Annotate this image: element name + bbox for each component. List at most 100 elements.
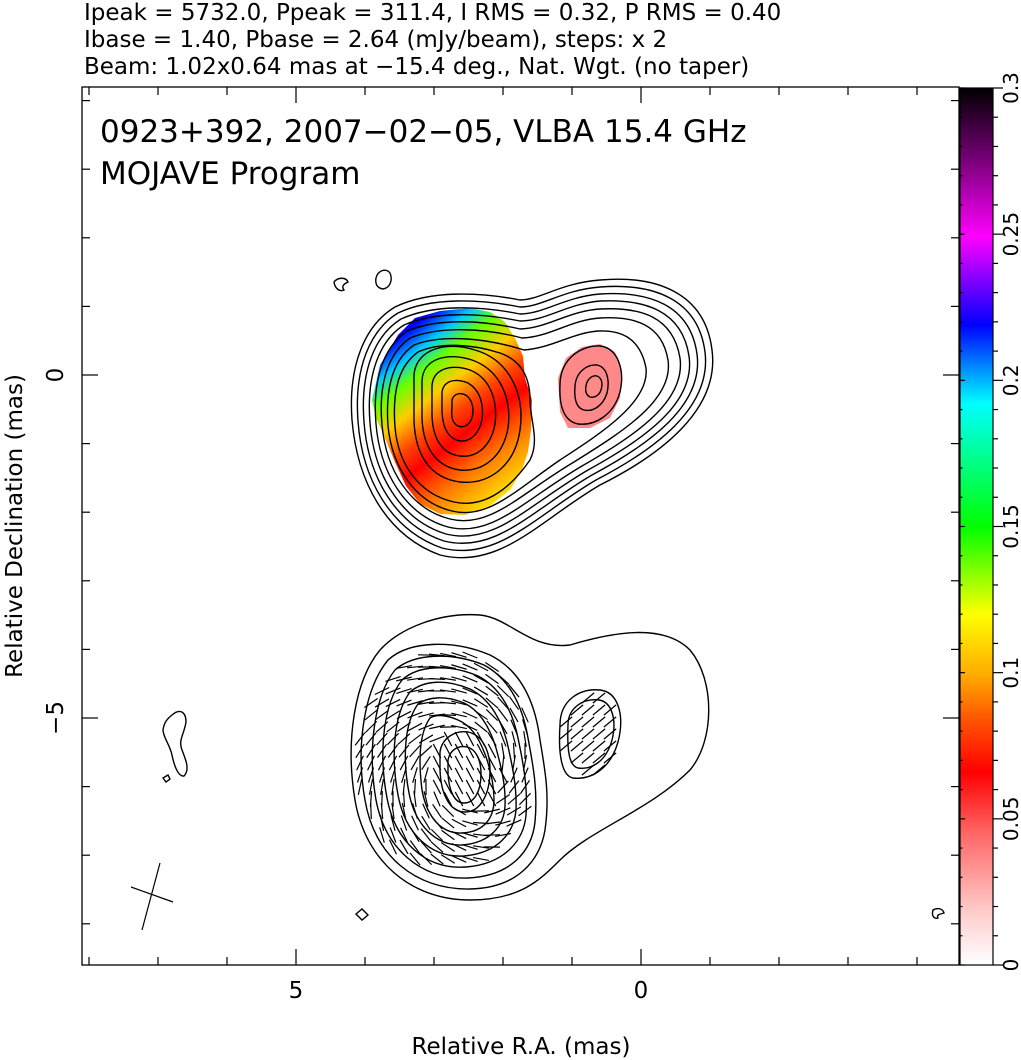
evpa-vector	[367, 767, 375, 783]
evpa-vector	[419, 745, 433, 757]
evpa-vector	[451, 664, 467, 670]
evpa-vector	[512, 742, 516, 760]
evpa-vector	[412, 803, 418, 819]
evpa-vector	[408, 733, 422, 745]
evpa-vector	[603, 752, 617, 764]
evpa-vector	[441, 842, 455, 852]
evpa-vector	[400, 827, 408, 843]
evpa-vector	[385, 687, 401, 695]
evpa-vector	[409, 840, 421, 854]
evpa-vector	[451, 676, 467, 682]
evpa-vector	[396, 664, 412, 670]
evpa-vector	[487, 731, 497, 747]
annotation-title: 0923+392, 2007−02−05, VLBA 15.4 GHz	[100, 114, 746, 150]
evpa-vector	[497, 696, 509, 710]
evpa-vector	[495, 832, 511, 838]
evpa-vector	[374, 698, 390, 708]
evpa-vector	[430, 853, 444, 865]
evpa-vector	[367, 755, 375, 771]
evpa-vector	[592, 740, 606, 752]
evpa-vector	[570, 752, 584, 764]
evpa-vector	[462, 687, 478, 695]
evpa-vector	[389, 827, 397, 843]
evpa-vector	[364, 709, 378, 721]
evpa-vector	[386, 721, 400, 733]
header-line-2: Ibase = 1.40, Pbase = 2.64 (mJy/beam), s…	[84, 27, 667, 53]
evpa-vector	[462, 699, 478, 707]
evpa-vector	[387, 744, 399, 758]
evpa-vector	[412, 767, 418, 783]
colorbar-label: 0	[999, 959, 1021, 972]
evpa-vector	[485, 673, 499, 685]
evpa-vector	[462, 651, 478, 659]
evpa-vector	[411, 815, 419, 831]
evpa-vector	[476, 791, 486, 807]
header-line-3: Beam: 1.02x0.64 mas at −15.4 deg., Nat. …	[84, 54, 749, 80]
evpa-vector	[375, 721, 389, 733]
evpa-vector	[462, 711, 478, 719]
y-tick-label-minus5: −5	[43, 701, 69, 735]
evpa-vector	[592, 728, 606, 740]
evpa-vector	[512, 755, 516, 771]
evpa-vector	[379, 815, 385, 831]
evpa-vector	[443, 743, 453, 759]
evpa-vector	[451, 700, 467, 706]
evpa-vector	[402, 790, 406, 808]
polarized-intensity-contours	[161, 613, 945, 921]
evpa-vector	[559, 740, 573, 752]
plot-frame	[81, 86, 960, 966]
evpa-vector	[399, 755, 409, 771]
evpa-vector	[366, 743, 376, 759]
evpa-vector	[354, 732, 366, 746]
evpa-vector	[407, 677, 423, 681]
evpa-vector	[432, 743, 442, 759]
evpa-vector	[510, 767, 518, 783]
evpa-vector	[462, 675, 478, 683]
evpa-vector	[432, 803, 442, 819]
evpa-vector	[399, 839, 409, 855]
evpa-vector	[451, 724, 467, 730]
evpa-vector	[432, 755, 442, 771]
evpa-vector	[391, 778, 395, 796]
evpa-vector	[356, 767, 364, 783]
evpa-vector	[443, 779, 453, 795]
evpa-vector	[522, 755, 528, 771]
evpa-vector	[441, 817, 455, 829]
evpa-vector	[397, 722, 411, 732]
evpa-vector	[465, 779, 475, 795]
evpa-vector	[407, 700, 423, 706]
evpa-vector	[413, 790, 417, 808]
plot-area	[130, 269, 945, 931]
colorbar-label: 0.05	[999, 797, 1021, 842]
evpa-vector	[378, 767, 386, 783]
evpa-vector	[454, 731, 464, 747]
evpa-vector	[462, 832, 478, 838]
evpa-vector	[570, 716, 584, 728]
evpa-vector	[485, 708, 499, 722]
evpa-vector	[510, 719, 518, 735]
evpa-vector	[519, 780, 531, 794]
evpa-vector	[487, 791, 497, 807]
evpa-vector	[389, 767, 397, 783]
evpa-vector	[410, 827, 420, 843]
evpa-vector	[368, 779, 374, 795]
evpa-vector	[380, 779, 384, 795]
evpa-vector	[370, 802, 372, 820]
colorbar	[960, 88, 993, 965]
evpa-vector	[473, 686, 489, 696]
evpa-vector	[385, 675, 401, 683]
evpa-vector	[409, 852, 421, 866]
evpa-vector	[439, 714, 457, 716]
evpa-vector	[518, 792, 532, 806]
evpa-vector	[454, 779, 464, 795]
evpa-vector	[451, 806, 467, 816]
evpa-vector	[485, 697, 499, 709]
y-tick-label-0: 0	[43, 368, 69, 383]
colorbar-label: 0.1	[999, 657, 1021, 689]
evpa-vector	[485, 685, 499, 697]
evpa-vector	[428, 653, 446, 657]
evpa-vector	[483, 821, 501, 825]
evpa-vector	[509, 707, 519, 723]
evpa-vector	[474, 709, 488, 721]
